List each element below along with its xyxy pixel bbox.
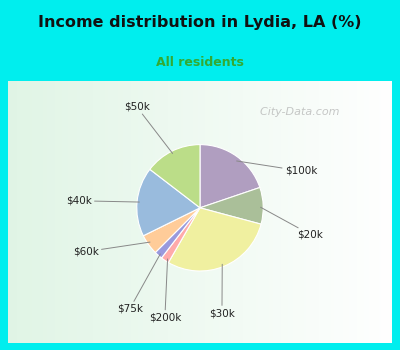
Text: $100k: $100k: [237, 161, 317, 176]
Wedge shape: [150, 145, 200, 208]
Text: $200k: $200k: [149, 259, 181, 323]
Text: $50k: $50k: [124, 102, 172, 153]
Text: All residents: All residents: [156, 56, 244, 69]
Text: $75k: $75k: [117, 254, 160, 314]
Wedge shape: [200, 145, 260, 208]
Wedge shape: [168, 208, 261, 271]
Text: $20k: $20k: [260, 207, 323, 239]
Text: City-Data.com: City-Data.com: [253, 107, 339, 117]
Wedge shape: [200, 188, 263, 224]
Text: $60k: $60k: [73, 242, 150, 257]
Wedge shape: [155, 208, 200, 258]
Wedge shape: [162, 208, 200, 262]
Text: $40k: $40k: [66, 196, 139, 206]
Text: Income distribution in Lydia, LA (%): Income distribution in Lydia, LA (%): [38, 15, 362, 30]
Wedge shape: [143, 208, 200, 252]
Text: $30k: $30k: [209, 264, 235, 318]
Wedge shape: [137, 169, 200, 236]
